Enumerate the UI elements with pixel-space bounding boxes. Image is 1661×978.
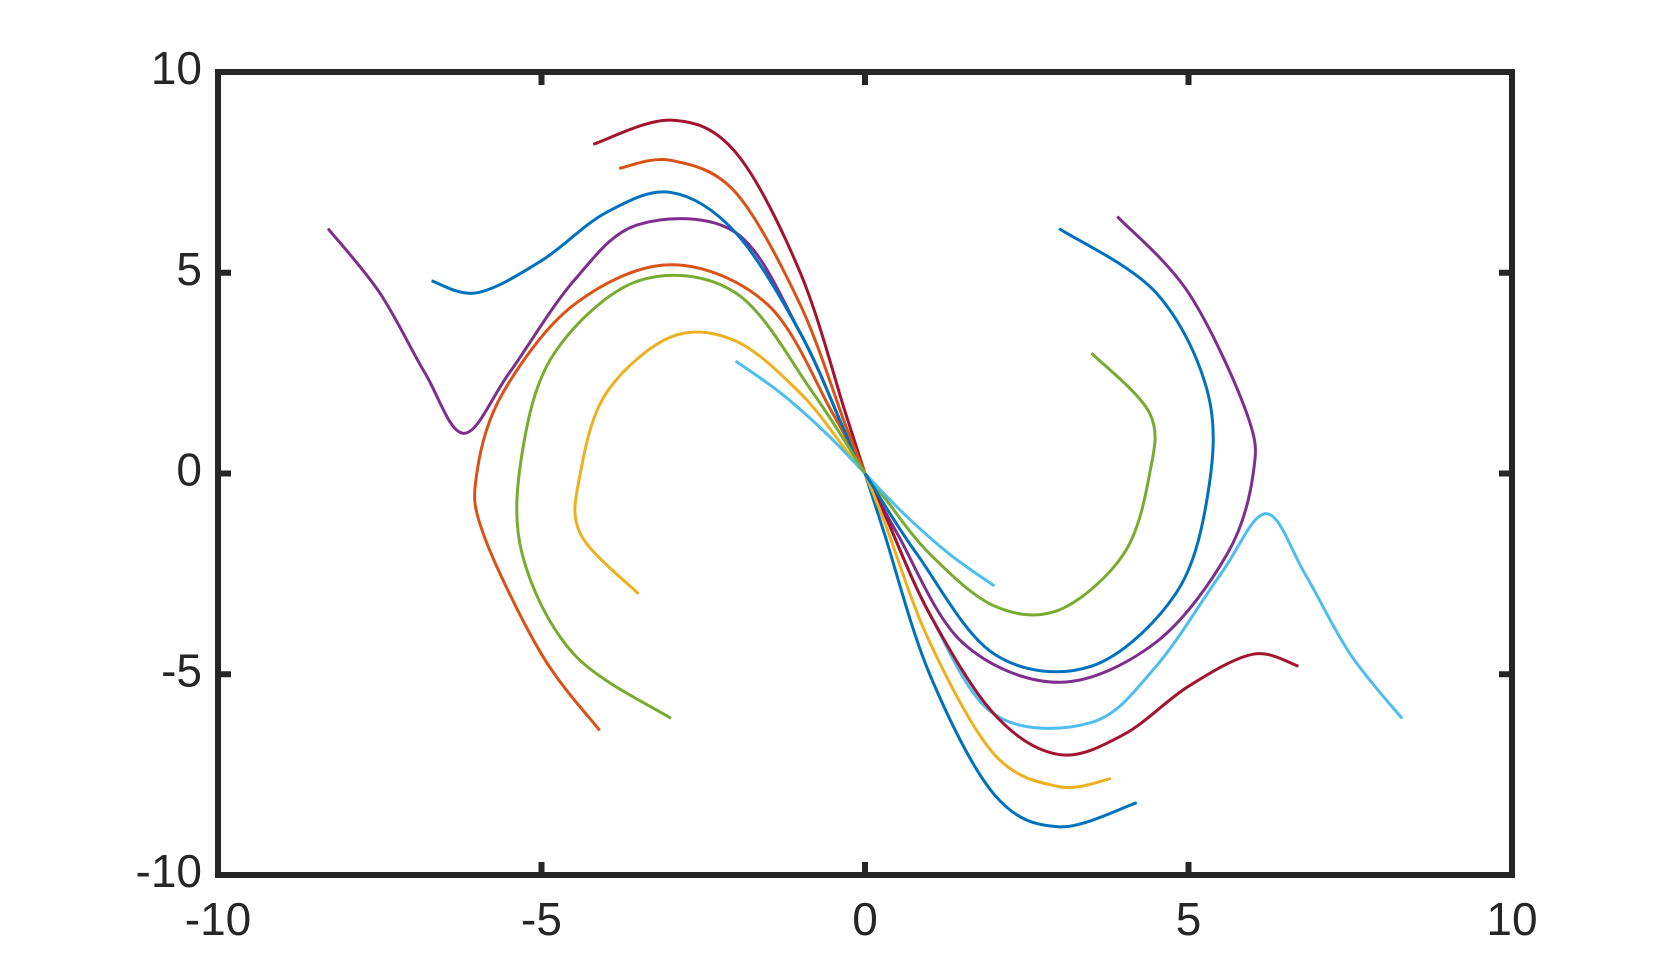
trajectory — [863, 472, 1112, 790]
y-tick-label: -10 — [136, 845, 202, 897]
trajectory — [473, 263, 867, 732]
y-tick-label: 10 — [151, 42, 202, 94]
trajectory — [863, 472, 1404, 730]
trajectory — [573, 330, 867, 596]
trajectory — [515, 273, 867, 720]
trajectory — [734, 359, 867, 475]
trajectory — [326, 217, 867, 475]
trajectory — [863, 473, 1138, 829]
x-tick-label: -10 — [185, 893, 251, 945]
y-tick-label: 5 — [176, 243, 202, 295]
y-tick-label: -5 — [161, 644, 202, 696]
y-tick-label: 0 — [176, 444, 202, 496]
trajectory — [863, 351, 1157, 617]
trajectory — [592, 118, 867, 474]
trajectory — [618, 157, 867, 475]
trajectory — [863, 215, 1257, 684]
axes-box — [215, 69, 1515, 878]
x-tick-label: 0 — [852, 893, 878, 945]
x-tick-label: 10 — [1486, 893, 1537, 945]
trajectory — [431, 190, 867, 475]
x-tick-label: 5 — [1176, 893, 1202, 945]
trajectory — [863, 227, 1215, 674]
trajectory — [863, 472, 996, 588]
x-tick-label: -5 — [521, 893, 562, 945]
trajectory — [863, 472, 1299, 757]
